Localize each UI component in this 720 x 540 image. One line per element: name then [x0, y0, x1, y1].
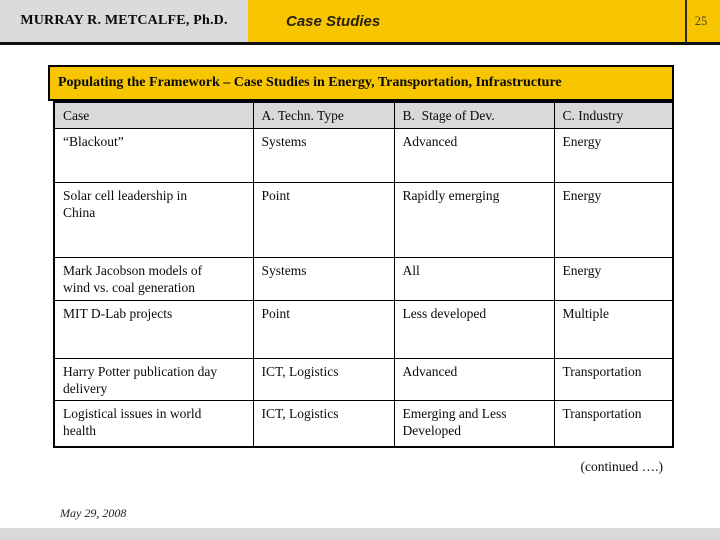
header-row: Case A. Techn. Type B. Stage of Dev. C. Ind… [53, 101, 674, 129]
table-cell: Point [252, 181, 395, 258]
table-cell: Advanced [393, 357, 555, 401]
header-band: MURRAY R. METCALFE, Ph.D. Case Studies 2… [0, 0, 720, 45]
bottom-bar [0, 528, 720, 540]
table-cell: Transportation [553, 399, 674, 448]
table-body: “Blackout” Systems Advanced Energy Solar cel… [53, 127, 674, 448]
table-cell: Energy [553, 127, 674, 183]
author-name: MURRAY R. METCALFE, Ph.D. [20, 13, 228, 28]
case-studies-table: Case A. Techn. Type B. Stage of Dev. C. Ind… [53, 101, 674, 448]
table-cell: Advanced [393, 127, 555, 183]
table-cell: Solar cell leadership in China [53, 181, 254, 258]
table-cell: Transportation [553, 357, 674, 401]
column-header: Case [53, 101, 254, 129]
slide-title: Populating the Framework – Case Studies … [58, 75, 562, 90]
table-cell: Energy [553, 256, 674, 301]
table-cell: ICT, Logistics [252, 357, 395, 401]
column-header: B. Stage of Dev. [393, 101, 555, 129]
table-row: Logistical issues in world health ICT, Lo… [53, 399, 674, 448]
table-row: Harry Potter publication day delivery ICT… [53, 357, 674, 401]
continued-note: (continued ….) [580, 459, 663, 474]
table-cell: All [393, 256, 555, 301]
section-title: Case Studies [286, 12, 381, 30]
table-cell: Rapidly emerging [393, 181, 555, 258]
table-cell: Systems [252, 256, 395, 301]
table-cell: MIT D-Lab projects [53, 299, 254, 359]
table-cell: “Blackout” [53, 127, 254, 183]
table-cell: Point [252, 299, 395, 359]
column-header: C. Industry [553, 101, 674, 129]
table-row: “Blackout” Systems Advanced Energy [53, 127, 674, 183]
table-cell: Less developed [393, 299, 555, 359]
table-cell: Emerging and Less Developed [393, 399, 555, 448]
table-cell: Harry Potter publication day delivery [53, 357, 254, 401]
table-row: MIT D-Lab projects Point Less developed Mul… [53, 299, 674, 359]
date-stamp: May 29, 2008 [60, 506, 127, 520]
table-row: Mark Jacobson models of wind vs. coal ge… [53, 256, 674, 301]
table-cell: Systems [252, 127, 395, 183]
table-cell: Mark Jacobson models of wind vs. coal ge… [53, 256, 254, 301]
slide-title-bar: Populating the Framework – Case Studies … [48, 65, 674, 101]
table-cell: Logistical issues in world health [53, 399, 254, 448]
page-number: 25 [694, 13, 708, 28]
column-header: A. Techn. Type [252, 101, 395, 129]
author-banner: MURRAY R. METCALFE, Ph.D. [0, 0, 248, 42]
section-banner: Case Studies 25 [248, 0, 720, 42]
table-cell: Multiple [553, 299, 674, 359]
table-header: Case A. Techn. Type B. Stage of Dev. C. Ind… [53, 101, 674, 129]
table-cell: Energy [553, 181, 674, 258]
table-row: Solar cell leadership in China Point Rapid… [53, 181, 674, 258]
table-cell: ICT, Logistics [252, 399, 395, 448]
page-divider [685, 0, 687, 42]
